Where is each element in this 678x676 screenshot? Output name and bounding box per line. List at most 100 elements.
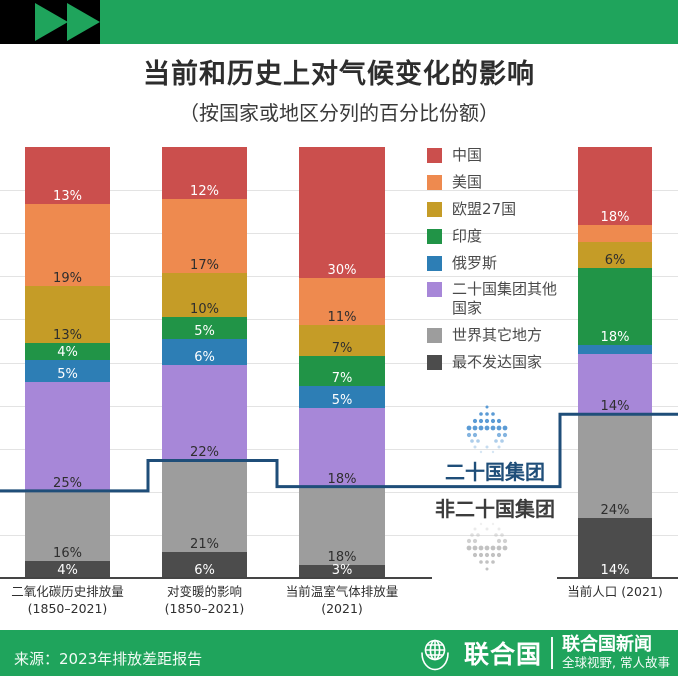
legend-label: 最不发达国家: [452, 353, 543, 372]
legend-item: 二十国集团其他国家: [427, 280, 567, 318]
category-label-line: 对变暖的影响: [166, 584, 242, 599]
bar-segment: 6%: [162, 551, 247, 578]
category-label-line: 当前人口 (2021): [567, 584, 663, 599]
bar-segment: 16%: [25, 490, 110, 561]
page-subtitle: （按国家或地区分列的百分比份额）: [179, 101, 499, 125]
legend-label: 欧盟27国: [452, 199, 517, 218]
stacked-bar: 18% 6% 18% 14% 24% 14%: [578, 147, 652, 578]
segment-value-label: 21%: [190, 536, 219, 552]
footer-brand: 联合国 联合国新闻 全球视野, 常人故事: [415, 630, 670, 676]
un-emblem-icon: [421, 639, 449, 671]
bar-segment: 4%: [25, 560, 110, 578]
non-g20-label: 非二十国集团: [435, 497, 555, 521]
bar-segment: 21%: [162, 460, 247, 552]
bar-segment: 11%: [299, 277, 385, 326]
segment-value-label: 5%: [57, 367, 78, 383]
bar-segment: 17%: [162, 199, 247, 274]
bar-segment: 6%: [578, 241, 652, 268]
outlet-tagline: 全球视野, 常人故事: [562, 655, 670, 671]
segment-value-label: 7%: [331, 340, 353, 356]
segment-value-label: 6%: [194, 562, 215, 578]
footer-divider: [551, 637, 554, 669]
legend-item: 中国: [427, 146, 567, 165]
legend-swatch-icon: [427, 201, 442, 217]
segment-value-label: 18%: [600, 209, 630, 225]
bar-segment: 13%: [25, 286, 110, 343]
g20-label: 二十国集团: [445, 460, 545, 484]
x-axis-line: [557, 577, 678, 579]
header-bar: [0, 0, 678, 44]
bar-segment: 24%: [578, 414, 652, 518]
segment-value-label: 5%: [331, 393, 353, 409]
segment-value-label: 14%: [600, 399, 630, 415]
legend-swatch-icon: [427, 255, 442, 271]
bar-segment: 18%: [299, 408, 385, 487]
legend-swatch-icon: [427, 174, 442, 190]
segment-value-label: 5%: [194, 323, 215, 339]
segment-value-label: 18%: [600, 330, 630, 346]
x-axis-line: [0, 577, 432, 579]
legend-label: 世界其它地方: [452, 326, 543, 345]
bar-segment: 18%: [299, 486, 385, 565]
stacked-bar: 13% 19% 13% 4% 5% 25% 16% 4%: [25, 147, 110, 578]
page-title: 当前和历史上对气候变化的影响: [143, 59, 535, 90]
legend-item: 最不发达国家: [427, 353, 567, 372]
category-label-line: 当前温室气体排放量: [285, 584, 399, 599]
legend-label: 二十国集团其他国家: [452, 280, 558, 318]
bar-segment: 12%: [162, 147, 247, 200]
category-label-line: 二氧化碳历史排放量: [11, 584, 124, 599]
segment-value-label: 14%: [600, 562, 630, 578]
bar-segment: [578, 224, 652, 242]
bar-segment: 5%: [299, 386, 385, 409]
segment-value-label: 24%: [600, 502, 630, 518]
bar-segment: 30%: [299, 147, 385, 278]
category-label-line: (2021): [321, 600, 363, 616]
un-org-name: 联合国: [464, 640, 543, 669]
segment-value-label: 30%: [327, 262, 357, 278]
bar-segment: 14%: [578, 517, 652, 578]
fast-forward-logo: [0, 0, 100, 44]
segment-value-label: 18%: [327, 549, 357, 565]
segment-value-label: 7%: [331, 371, 353, 387]
bar-segment: 22%: [162, 364, 247, 461]
legend-item: 欧盟27国: [427, 200, 567, 219]
segment-value-label: 13%: [53, 188, 82, 204]
segment-value-label: 19%: [53, 271, 82, 287]
segment-value-label: 22%: [190, 445, 219, 461]
source-note: 来源：2023年排放差距报告: [14, 650, 203, 668]
legend-swatch-icon: [427, 282, 442, 298]
segment-value-label: 12%: [190, 184, 219, 200]
segment-value-label: 17%: [190, 258, 219, 274]
g20-dotted-up-arrow-icon: [464, 402, 510, 460]
legend-item: 世界其它地方: [427, 326, 567, 345]
bar-segment: 7%: [299, 325, 385, 356]
bar-segment: 18%: [578, 147, 652, 225]
bar-segment: 13%: [25, 147, 110, 204]
category-label-line: (1850–2021): [164, 600, 245, 616]
bar-segment: 5%: [162, 316, 247, 339]
segment-value-label: 13%: [53, 327, 82, 343]
segment-value-label: 11%: [327, 310, 357, 326]
segment-value-label: 6%: [604, 252, 626, 268]
bar-segment: 14%: [578, 353, 652, 415]
segment-value-label: 3%: [331, 562, 353, 578]
segment-value-label: 25%: [53, 475, 82, 491]
legend-label: 印度: [452, 226, 483, 245]
bar-segment: 6%: [162, 338, 247, 365]
category-label: 二氧化碳历史排放量 (1850–2021): [0, 584, 158, 618]
legend-swatch-icon: [427, 355, 442, 371]
legend-item: 美国: [427, 173, 567, 192]
bar-segment: 18%: [578, 267, 652, 346]
legend-swatch-icon: [427, 148, 442, 163]
legend-swatch-icon: [427, 228, 442, 244]
fast-forward-triangle-icon: [67, 3, 100, 41]
legend-item: 印度: [427, 227, 567, 246]
outlet-name: 联合国新闻: [562, 634, 653, 656]
stacked-bar: 12% 17% 10% 5% 6% 22% 21% 6%: [162, 147, 247, 578]
fast-forward-triangle-icon: [35, 3, 68, 41]
legend-label: 俄罗斯: [452, 253, 498, 272]
segment-value-label: 10%: [190, 301, 219, 317]
bar-segment: 5%: [25, 360, 110, 383]
segment-value-label: 16%: [53, 545, 82, 561]
